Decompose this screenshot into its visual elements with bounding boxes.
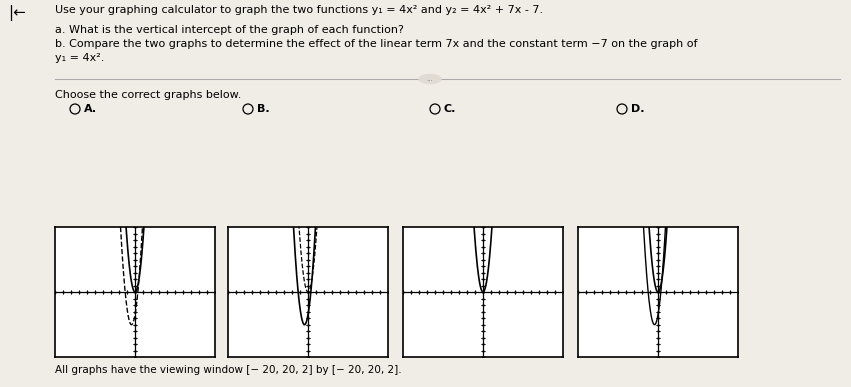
Text: |←: |← [8,5,26,21]
Text: A.: A. [84,104,97,114]
Text: ...: ... [426,76,433,82]
Text: C.: C. [444,104,456,114]
Text: b. Compare the two graphs to determine the effect of the linear term 7x and the : b. Compare the two graphs to determine t… [55,39,698,49]
Text: a. What is the vertical intercept of the graph of each function?: a. What is the vertical intercept of the… [55,25,404,35]
Ellipse shape [419,75,441,84]
Text: Use your graphing calculator to graph the two functions y₁ = 4x² and y₂ = 4x² + : Use your graphing calculator to graph th… [55,5,543,15]
Text: All graphs have the viewing window [− 20, 20, 2] by [− 20, 20, 2].: All graphs have the viewing window [− 20… [55,365,402,375]
Text: Choose the correct graphs below.: Choose the correct graphs below. [55,90,242,100]
Text: y₁ = 4x².: y₁ = 4x². [55,53,105,63]
Text: D.: D. [631,104,644,114]
Text: B.: B. [257,104,270,114]
